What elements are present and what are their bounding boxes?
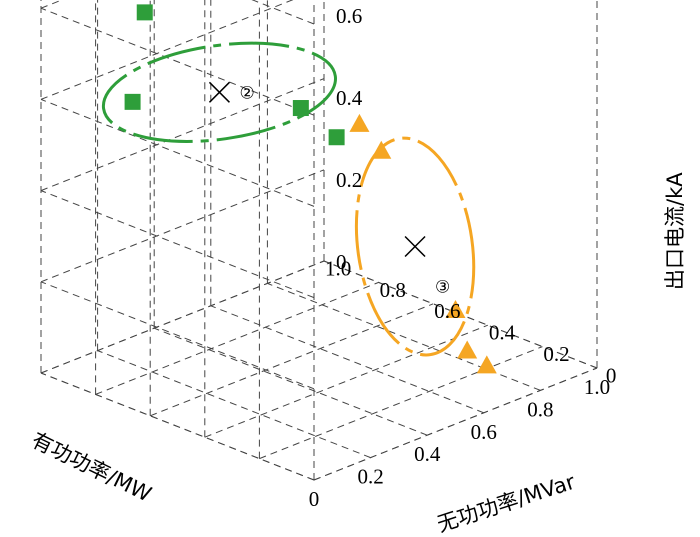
cluster-center-mark [404,235,426,258]
left-wall-gridline [40,190,315,299]
left-wall-gridline [40,7,315,116]
y-tick-label: 0.6 [471,420,497,444]
z-tick-label: 0.4 [336,86,363,110]
y-tick-label: 0.8 [527,397,553,421]
x-tick-label: 0.2 [543,342,569,366]
left-wall-gridline [251,0,315,25]
floor-gridline [40,260,325,374]
floor-gridline [210,305,484,414]
floor-gridline [95,281,379,395]
tick-layer: 00.20.40.60.81.000.20.40.60.81.000.20.40… [309,4,617,511]
cluster-point-square [328,129,345,146]
back-wall-gridline [40,169,325,283]
left-wall-gridline [40,98,315,207]
cluster-point-triangle [457,340,478,359]
x-tick-label: 0.6 [434,299,460,323]
y-axis-label: 无功功率/MVar [434,469,578,536]
ellipse-layer [101,41,476,357]
y-tick-label: 0 [309,487,320,511]
floor-gridline [150,303,434,417]
cluster-point-square [136,4,153,21]
cluster-point-triangle [445,300,466,318]
cluster-number-label: ③ [435,278,450,298]
floor-gridline [97,350,371,459]
z-tick-label: 0.6 [336,4,362,28]
cluster-ellipse [354,136,476,357]
y-tick-label: 1.0 [584,375,610,399]
x-tick-label: 0 [606,363,617,387]
x-tick-label: 0.4 [489,321,516,345]
cluster-number-label: ② [239,83,254,103]
floor-gridline [204,324,488,438]
cluster-ellipse [101,41,337,143]
z-tick-label: 0 [336,250,347,274]
floor-gridline [40,372,315,481]
cluster-point-triangle [371,140,392,159]
z-axis-label: 出口电流/kA [663,172,687,290]
x-tick-label: 1.0 [325,256,351,280]
back-wall-gridline [40,0,294,100]
back-wall-gridline [40,78,325,192]
grid-layer [40,0,598,481]
cluster-point-square [292,100,309,117]
x-tick-label: 0.8 [380,278,406,302]
floor-gridline [259,346,543,460]
z-tick-label: 0.2 [336,168,362,192]
box-edge [313,367,598,481]
cluster-point-triangle [349,113,370,132]
frame-layer [40,0,598,481]
cluster-point-triangle [476,355,497,374]
point-layer [124,4,497,374]
y-tick-label: 0.4 [414,442,441,466]
floor-gridline [154,327,428,436]
y-tick-label: 0.2 [357,465,383,489]
cluster-center-mark [208,81,230,103]
left-wall-gridline [40,281,315,390]
center-layer: ①②③ [208,81,450,298]
x-axis-label: 有功功率/MW [28,428,156,507]
cluster-point-square [124,93,141,110]
